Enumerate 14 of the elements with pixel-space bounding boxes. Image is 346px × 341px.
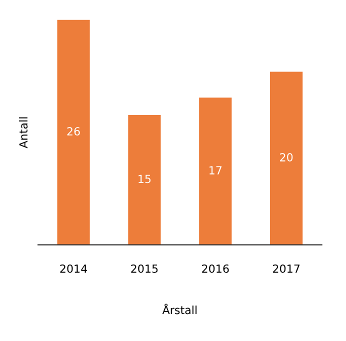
- data-label: 26: [67, 127, 80, 136]
- bar: [270, 72, 303, 245]
- bar: [199, 98, 232, 245]
- data-label: 17: [210, 166, 222, 174]
- bar: [57, 20, 90, 245]
- x-tick-label: 2014: [60, 264, 88, 273]
- x-tick-label: 2017: [272, 264, 300, 273]
- x-tick-label: 2015: [131, 264, 158, 273]
- x-tick-label: 2016: [202, 264, 229, 273]
- x-axis-title: Årstall: [162, 304, 197, 314]
- y-axis-title: Antall: [18, 117, 28, 148]
- bar: [128, 114, 161, 245]
- data-label: 15: [138, 174, 151, 184]
- data-label: 20: [280, 153, 293, 162]
